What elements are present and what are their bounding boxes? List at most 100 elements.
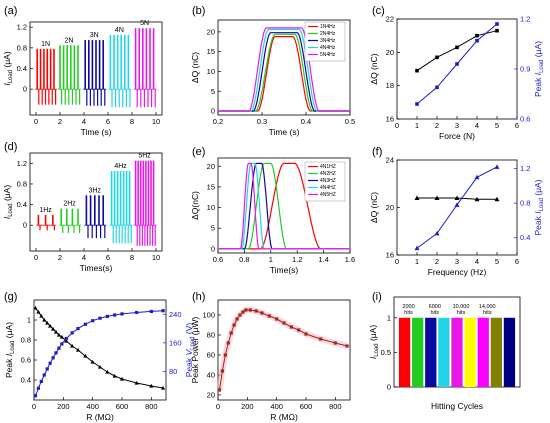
y-right-axis-label: Peak VLoad (V) — [184, 323, 196, 378]
x-tick-label: 2 — [58, 117, 62, 126]
pulse-group-label: 5N — [140, 20, 149, 27]
legend-entry: 1N4Hz — [320, 24, 336, 30]
x-tick-label: 0 — [34, 117, 38, 126]
x-axis-label: Hitting Cycles — [431, 401, 483, 411]
x-tick-label: 200 — [241, 402, 254, 411]
data-point — [297, 328, 301, 332]
y-axis-label: Peak Power (μW) — [190, 316, 200, 383]
x-tick-label: 0 — [395, 121, 399, 130]
pulse-group-label: 1Hz — [39, 207, 52, 214]
plot-frame — [217, 157, 351, 254]
data-point — [494, 164, 500, 169]
x-axis-label: Time (s) — [81, 127, 112, 137]
pulse-group: 5N — [133, 20, 157, 108]
data-point — [454, 195, 460, 200]
plot-frame — [217, 19, 351, 116]
panel-i: 0 0.5 1 2000 hits 6000 hits 10,000 hits 14,000 hit… — [368, 296, 521, 411]
data-point — [134, 380, 139, 385]
hits-label: 10,000 hits — [453, 304, 470, 316]
data-point — [223, 353, 227, 357]
panel-label: (d) — [4, 141, 17, 153]
pulse-group-label: 2Hz — [63, 201, 76, 208]
data-point — [455, 62, 459, 66]
data-point — [248, 308, 252, 312]
y-tick-label: 80 — [207, 331, 215, 340]
y-axis-label: ΔQ(nC) — [190, 191, 200, 220]
x-tick-label: 10 — [152, 253, 160, 262]
y-right-tick-label: 0.9 — [520, 65, 530, 74]
data-point — [83, 322, 87, 326]
y-tick-label: 20 — [207, 27, 215, 36]
x-tick-label: 600 — [116, 402, 129, 411]
y-tick-label: 0 — [211, 107, 215, 116]
y-tick-label: 20 — [207, 162, 215, 171]
y-tick-label: 16 — [386, 115, 394, 124]
data-point — [475, 38, 479, 43]
data-point — [75, 347, 81, 352]
pulse-group: 4Hz — [109, 163, 133, 244]
data-point — [90, 359, 95, 364]
y-tick-label: 15 — [207, 47, 215, 56]
y-right-tick-label: 1.2 — [520, 164, 530, 173]
legend-entry: 4N3HZ — [320, 178, 336, 184]
data-point — [238, 313, 242, 317]
x-tick-label: 0 — [32, 402, 36, 411]
data-point — [53, 329, 59, 334]
data-point — [232, 323, 236, 327]
y-tick-label: 100 — [202, 311, 215, 320]
x-tick-label: 8 — [130, 253, 134, 262]
x-tick-label: 10 — [152, 117, 160, 126]
panel-label: (e) — [192, 146, 205, 158]
x-tick-label: 3 — [455, 257, 459, 266]
data-point — [333, 341, 337, 345]
x-axis-label: Frequency (Hz) — [428, 267, 487, 277]
data-point — [220, 369, 224, 373]
y-right-tick-label: 0.4 — [520, 233, 530, 242]
data-point — [345, 344, 349, 348]
y-tick-label: 0.6 — [21, 356, 31, 365]
panel-d: 0 2 4 6 8 10 0 0.4 0.8 1.2 Times(s) ILoad (μA) 1Hz 2H… — [2, 152, 163, 273]
data-point — [120, 312, 124, 316]
data-point — [474, 174, 480, 180]
y-right-tick-label: 160 — [169, 338, 182, 347]
data-point — [244, 308, 248, 312]
pulse-group: 2N — [58, 37, 81, 105]
x-tick-label: 1.6 — [345, 255, 355, 264]
data-point — [112, 373, 117, 378]
y-right-tick-label: 80 — [169, 367, 177, 376]
bar — [425, 317, 437, 387]
data-point — [54, 351, 58, 355]
data-point — [70, 331, 74, 335]
hits-label: 2000 hits — [402, 304, 414, 316]
pulse-group-label: 2N — [65, 37, 74, 44]
data-point — [435, 55, 439, 60]
y-tick-label: 15 — [207, 182, 215, 191]
y-tick-label: 5 — [211, 224, 215, 233]
x-tick-label: 8 — [130, 117, 134, 126]
y-right-axis-label: Peak ILoad (μA) — [533, 41, 545, 97]
panel-h: 0 200 400 600 800 20 40 60 80 100 R (MΩ) Peak Power… — [190, 299, 351, 422]
legend-entry: 4N2HZ — [320, 171, 336, 177]
data-point — [434, 195, 440, 200]
y-tick-label: 0 — [211, 244, 215, 253]
y-axis-label: ILoad (μA) — [2, 51, 14, 85]
y-right-tick-label: 1.2 — [520, 15, 530, 24]
data-point — [149, 309, 153, 314]
data-point — [495, 28, 499, 33]
y-tick-label: 5 — [211, 87, 215, 96]
data-point — [70, 343, 75, 348]
legend-entry: 4N4Hz — [320, 45, 336, 51]
pulse-group-label: 3Hz — [89, 187, 102, 194]
y-right-tick-label: 0.8 — [520, 199, 530, 208]
plot-frame — [29, 152, 163, 252]
legend-entry: 2N4Hz — [320, 31, 336, 37]
y-tick-label: 24 — [386, 156, 394, 165]
data-point — [289, 325, 293, 329]
data-point — [414, 245, 420, 251]
pulse-group: 3Hz — [84, 187, 107, 239]
x-tick-label: 3 — [455, 121, 459, 130]
pulse-group-label: 4N — [115, 27, 124, 34]
x-tick-label: 4 — [475, 257, 479, 266]
data-point — [57, 346, 61, 350]
